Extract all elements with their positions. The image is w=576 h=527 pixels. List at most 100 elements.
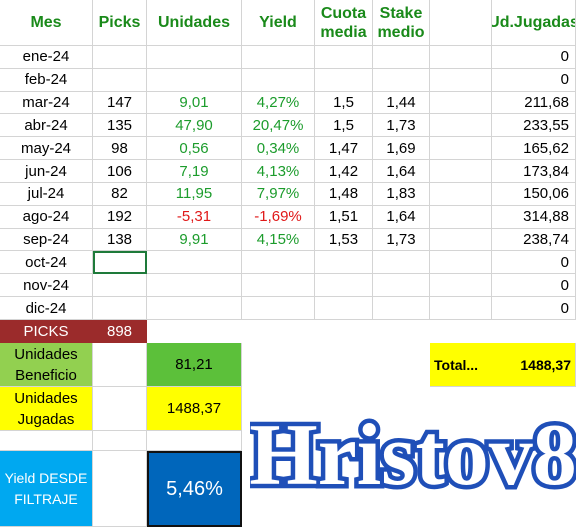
cell-ud[interactable]: 150,06 [492,182,576,206]
cell-stake[interactable]: 1,83 [373,182,430,206]
cell-yield[interactable] [242,46,315,69]
cell-mes[interactable]: jul-24 [0,182,93,206]
cell-mes[interactable]: nov-24 [0,274,93,298]
cell-ud[interactable]: 0 [492,274,576,298]
cell-picks[interactable]: 82 [93,182,147,206]
cell-picks[interactable] [93,274,147,298]
cell-ud[interactable]: 165,62 [492,137,576,161]
cell-yield[interactable] [242,297,315,320]
cell-ud[interactable]: 238,74 [492,228,576,252]
selected-cell[interactable] [93,251,147,275]
cell-unidades[interactable]: 9,01 [147,91,242,115]
cell-stake[interactable] [373,297,430,320]
cell-cuota[interactable] [315,46,373,69]
cell-cuota[interactable]: 1,47 [315,137,373,161]
yield-filtraje-value[interactable]: 5,46% [147,451,242,527]
cell-unidades[interactable] [147,274,242,298]
cell-cuota[interactable] [315,297,373,320]
cell-mes[interactable]: ago-24 [0,205,93,229]
empty-cell[interactable] [430,160,492,183]
cell-cuota[interactable]: 1,48 [315,182,373,206]
cell-yield[interactable]: 0,34% [242,137,315,161]
cell-picks[interactable]: 135 [93,114,147,138]
cell-cuota[interactable]: 1,5 [315,91,373,115]
cell-cuota[interactable] [315,68,373,92]
cell-unidades[interactable] [147,68,242,92]
empty-cell[interactable] [430,297,492,320]
cell-unidades[interactable] [147,297,242,320]
cell-stake[interactable]: 1,64 [373,160,430,183]
empty-cell[interactable] [430,274,492,298]
cell-mes[interactable]: jun-24 [0,160,93,183]
cell-ud[interactable]: 233,55 [492,114,576,138]
jugadas-value[interactable]: 1488,37 [147,387,242,431]
empty-cell[interactable] [430,68,492,92]
picks-total-value[interactable]: 898 [93,320,147,343]
cell-picks[interactable]: 192 [93,205,147,229]
cell-yield[interactable]: 4,13% [242,160,315,183]
cell-yield[interactable]: 4,15% [242,228,315,252]
cell-stake[interactable]: 1,73 [373,228,430,252]
cell-stake[interactable]: 1,44 [373,91,430,115]
cell-stake[interactable] [373,274,430,298]
cell-mes[interactable]: mar-24 [0,91,93,115]
cell-mes[interactable]: abr-24 [0,114,93,138]
cell-stake[interactable]: 1,69 [373,137,430,161]
cell-unidades[interactable]: 47,90 [147,114,242,138]
cell-cuota[interactable] [315,251,373,275]
cell-picks[interactable] [93,46,147,69]
cell-mes[interactable]: dic-24 [0,297,93,320]
cell-unidades[interactable]: 9,91 [147,228,242,252]
cell-picks[interactable] [93,297,147,320]
empty-cell[interactable] [430,91,492,115]
empty-cell[interactable] [430,114,492,138]
beneficio-value[interactable]: 81,21 [147,343,242,387]
cell-ud[interactable]: 0 [492,251,576,275]
cell-stake[interactable] [373,68,430,92]
cell-yield[interactable]: 7,97% [242,182,315,206]
cell-cuota[interactable]: 1,42 [315,160,373,183]
cell-yield[interactable] [242,274,315,298]
cell-yield[interactable]: 4,27% [242,91,315,115]
cell-cuota[interactable]: 1,53 [315,228,373,252]
cell-stake[interactable] [373,251,430,275]
empty-cell[interactable] [430,46,492,69]
cell-yield[interactable] [242,68,315,92]
cell-ud[interactable]: 0 [492,297,576,320]
cell-stake[interactable]: 1,73 [373,114,430,138]
cell-picks[interactable]: 106 [93,160,147,183]
cell-yield[interactable]: 20,47% [242,114,315,138]
cell-ud[interactable]: 314,88 [492,205,576,229]
empty-cell[interactable] [430,228,492,252]
cell-ud[interactable]: 0 [492,68,576,92]
cell-cuota[interactable] [315,274,373,298]
cell-ud[interactable]: 211,68 [492,91,576,115]
empty-cell[interactable] [430,251,492,275]
cell-mes[interactable]: feb-24 [0,68,93,92]
cell-picks[interactable]: 138 [93,228,147,252]
cell-picks[interactable]: 98 [93,137,147,161]
total-value[interactable]: 1488,37 [520,356,571,373]
cell-picks[interactable] [93,68,147,92]
cell-mes[interactable]: sep-24 [0,228,93,252]
cell-stake[interactable]: 1,64 [373,205,430,229]
cell-unidades[interactable] [147,46,242,69]
cell-unidades[interactable]: 11,95 [147,182,242,206]
cell-ud[interactable]: 0 [492,46,576,69]
cell-unidades[interactable] [147,251,242,275]
cell-unidades[interactable]: 0,56 [147,137,242,161]
empty-cell[interactable] [430,182,492,206]
cell-yield[interactable] [242,251,315,275]
cell-mes[interactable]: ene-24 [0,46,93,69]
empty-cell[interactable] [430,137,492,161]
cell-ud[interactable]: 173,84 [492,160,576,183]
cell-unidades[interactable]: 7,19 [147,160,242,183]
cell-mes[interactable]: oct-24 [0,251,93,275]
cell-picks[interactable]: 147 [93,91,147,115]
cell-yield[interactable]: -1,69% [242,205,315,229]
cell-stake[interactable] [373,46,430,69]
cell-cuota[interactable]: 1,5 [315,114,373,138]
cell-cuota[interactable]: 1,51 [315,205,373,229]
cell-unidades[interactable]: -5,31 [147,205,242,229]
empty-cell[interactable] [430,205,492,229]
